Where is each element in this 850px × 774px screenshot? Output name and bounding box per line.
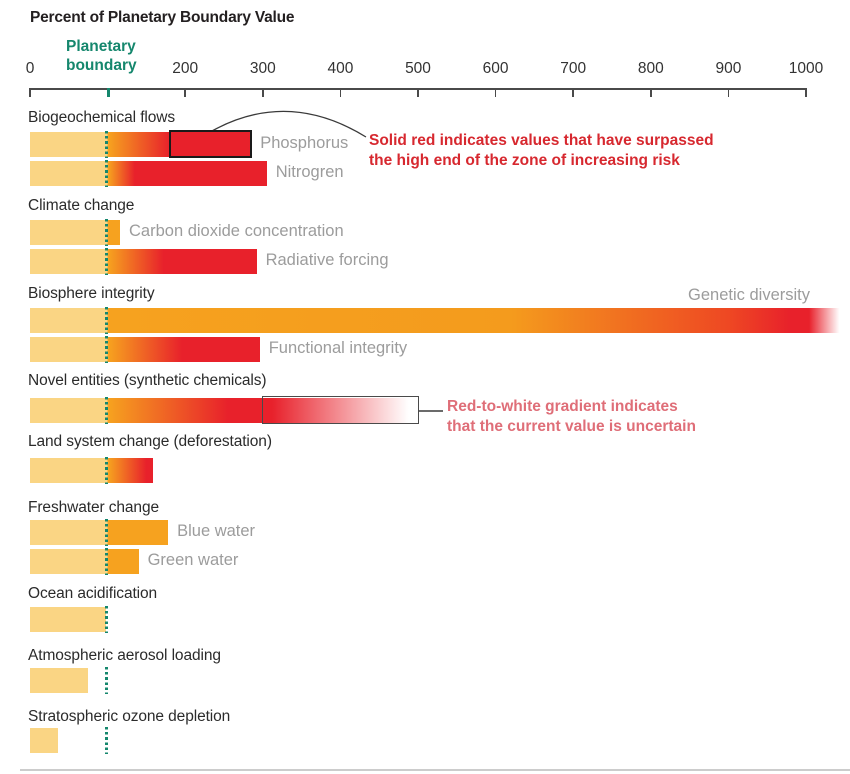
planetary-boundary-marker [104,248,108,275]
solid-red-highlight-box [169,130,252,158]
bar-nitrogren [30,161,267,186]
uncertain-gradient-box [262,396,419,424]
axis-tick [494,88,497,97]
axis-tick [262,88,264,97]
section-label: Biogeochemical flows [28,109,176,126]
planetary-boundary-marker [104,307,108,334]
planetary-boundary-marker [104,667,108,694]
bar-radiative-forcing [30,249,257,274]
planetary-boundary-marker [104,548,108,575]
planetary-boundary-marker [104,457,108,484]
axis-tick [650,88,652,97]
bar-label: Green water [147,551,239,569]
bar-green-water [30,549,139,574]
bar-label: Functional integrity [268,339,408,357]
bar-label: Radiative forcing [265,251,389,269]
section-label: Novel entities (synthetic chemicals) [28,372,267,389]
section-label: Atmospheric aerosol loading [28,647,221,664]
section-label: Biosphere integrity [28,285,155,302]
planetary-boundary-marker [104,727,108,754]
boundary-tick [106,88,110,97]
axis-tick-label: 500 [405,60,431,77]
planetary-boundary-marker [104,397,108,424]
bottom-divider [20,769,850,771]
annotation-line: Solid red indicates values that have sur… [369,132,714,149]
bar-atmospheric-aerosol-loading [30,668,89,693]
solid-red-annotation: Solid red indicates values that have sur… [369,131,714,170]
section-label: Stratospheric ozone depletion [28,708,231,725]
planetary-boundary-axis-label: Planetary boundary [66,38,137,74]
axis-tick [572,88,574,97]
axis-tick [339,88,342,97]
axis-tick [184,88,186,97]
planetary-boundary-marker [104,336,108,363]
bar-label: Genetic diversity [688,286,810,304]
planetary-boundary-marker [104,219,108,246]
axis-tick [417,88,419,97]
axis-tick-label: 0 [25,60,35,77]
axis-tick [29,88,31,97]
bar-genetic-diversity [30,308,841,333]
axis-tick-label: 1000 [788,60,824,77]
axis-tick [805,88,807,97]
bar-functional-integrity [30,337,260,362]
bar-land-system-change-deforestation- [30,458,153,483]
bar-label: Blue water [177,522,256,540]
axis-tick-label: 200 [172,60,199,77]
planetary-boundary-marker [104,131,108,158]
section-label: Land system change (deforestation) [28,433,272,450]
section-label: Ocean acidification [28,585,158,602]
axis-tick-label: 400 [327,60,354,77]
bar-label: Phosphorus [260,134,349,152]
bar-blue-water [30,520,169,545]
bar-ocean-acidification [30,607,106,632]
axis-tick-label: 800 [637,60,664,77]
annotation-line: the high end of the zone of increasing r… [369,151,680,169]
annotation-line: Red-to-white gradient indicates [447,398,678,415]
planetary-boundary-marker [104,160,108,187]
axis-tick-label: 900 [715,60,742,77]
bar-stratospheric-ozone-depletion [30,728,58,753]
chart-title: Percent of Planetary Boundary Value [30,9,295,26]
axis-tick [727,88,730,97]
annotation-line: that the current value is uncertain [447,417,696,435]
section-label: Freshwater change [28,499,159,516]
axis-tick-label: 300 [249,60,276,77]
planetary-boundary-marker [104,519,108,546]
uncertain-annotation: Red-to-white gradient indicates that the … [447,397,696,436]
planetary-boundary-marker [104,606,108,633]
axis-tick-label: 600 [482,60,509,77]
bar-novel-entities-synthetic-chemicals- [30,398,418,423]
bar-label: Nitrogren [275,163,344,181]
bar-label: Carbon dioxide concentration [129,222,344,240]
axis-tick-label: 700 [560,60,587,77]
section-label: Climate change [28,197,135,214]
